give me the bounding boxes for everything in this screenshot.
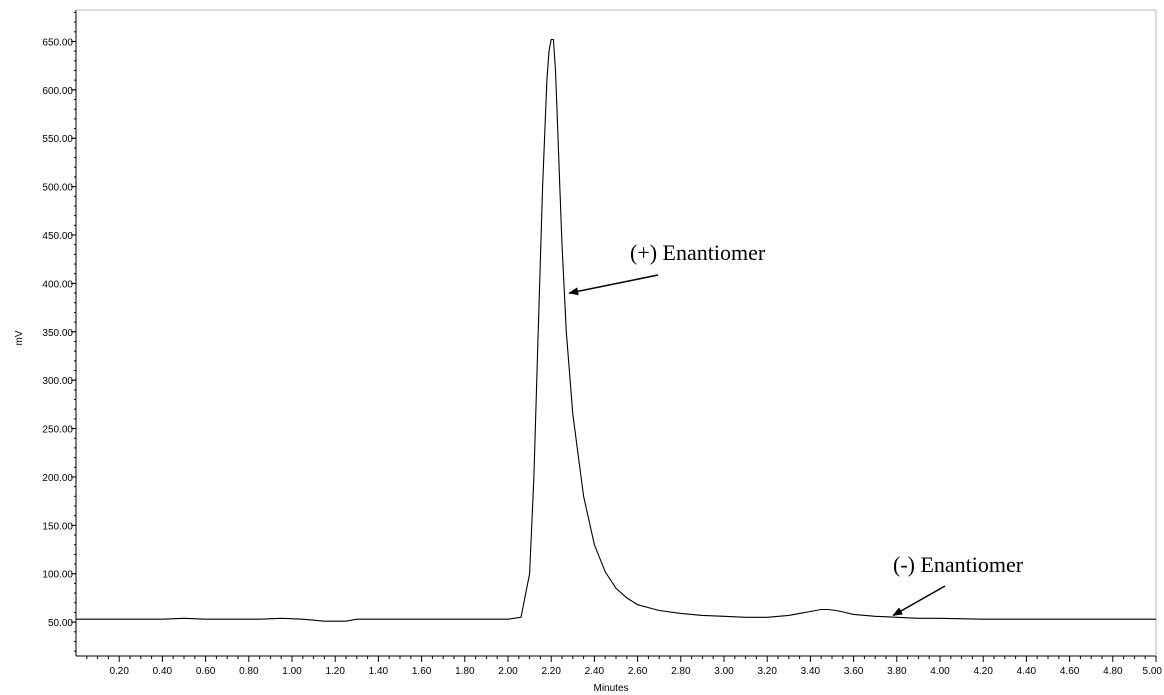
- y-axis-title: mV: [14, 330, 25, 345]
- y-tick-label: 250.00: [42, 425, 73, 436]
- annotation-arrow: [568, 274, 659, 296]
- x-tick-label: 1.00: [282, 666, 302, 677]
- x-axis-title: Minutes: [593, 683, 628, 694]
- x-tick-label: 2.20: [541, 666, 561, 677]
- x-tick-label: 3.20: [757, 666, 777, 677]
- x-tick-label: 5.00: [1143, 666, 1163, 677]
- y-tick-label: 50.00: [48, 618, 73, 629]
- x-tick-label: 0.40: [153, 666, 173, 677]
- x-tick-label: 3.80: [887, 666, 907, 677]
- annotations: (+) Enantiomer (-) Enantiomer: [568, 240, 1024, 617]
- y-tick-label: 600.00: [42, 86, 73, 97]
- x-tick-label: 3.00: [714, 666, 734, 677]
- y-tick-label: 450.00: [42, 231, 73, 242]
- x-tick-label: 0.80: [239, 666, 259, 677]
- x-tick-label: 4.40: [1017, 666, 1037, 677]
- x-tick-label: 3.40: [801, 666, 821, 677]
- annotation-arrow: [892, 585, 946, 617]
- x-tick-label: 1.80: [455, 666, 475, 677]
- y-tick-label: 500.00: [42, 183, 73, 194]
- y-axis-ticks: 50.00 100.00 150.00 200.00 250.00 300.00 350.0…: [42, 37, 76, 629]
- x-tick-label: 1.60: [412, 666, 432, 677]
- x-tick-label: 1.20: [325, 666, 345, 677]
- x-tick-label: 2.40: [585, 666, 605, 677]
- x-tick-label: 2.60: [628, 666, 648, 677]
- x-tick-label: 0.20: [109, 666, 129, 677]
- x-tick-label: 4.80: [1103, 666, 1123, 677]
- x-tick-label: 2.00: [498, 666, 518, 677]
- x-tick-label: 4.00: [930, 666, 950, 677]
- x-axis-ticks: 0.20 0.40 0.60 0.80 1.00 1.20 1.40 1.60 1.80 2.00…: [109, 656, 1162, 677]
- annotation-label: (-) Enantiomer: [893, 552, 1024, 577]
- y-tick-label: 650.00: [42, 37, 73, 48]
- x-tick-label: 4.20: [973, 666, 993, 677]
- x-tick-label: 2.80: [671, 666, 691, 677]
- y-tick-label: 400.00: [42, 279, 73, 290]
- chromatogram-trace: [76, 38, 1156, 622]
- y-tick-label: 100.00: [42, 570, 73, 581]
- y-tick-label: 550.00: [42, 134, 73, 145]
- y-tick-label: 350.00: [42, 328, 73, 339]
- x-tick-label: 1.40: [369, 666, 389, 677]
- x-tick-label: 0.60: [196, 666, 216, 677]
- annotation-label: (+) Enantiomer: [630, 240, 766, 265]
- x-tick-label: 3.60: [844, 666, 864, 677]
- x-minor-ticks: [86, 656, 1146, 659]
- x-tick-label: 4.60: [1060, 666, 1080, 677]
- y-tick-label: 200.00: [42, 473, 73, 484]
- y-tick-label: 150.00: [42, 521, 73, 532]
- y-tick-label: 300.00: [42, 376, 73, 387]
